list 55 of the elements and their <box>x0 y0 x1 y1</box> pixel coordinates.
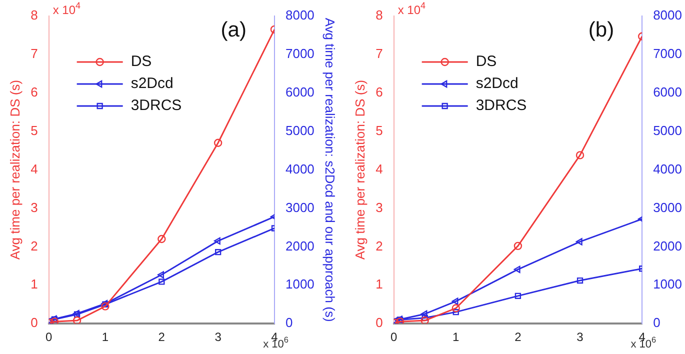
y-tick-label: 4 <box>30 161 38 176</box>
y2-tick-label: 5000 <box>653 122 682 138</box>
x-tick-label: 3 <box>576 330 584 344</box>
legend-label: 3DRCS <box>476 97 527 114</box>
y-tick-label: 3 <box>376 200 383 215</box>
y-tick-label: 5 <box>376 122 383 138</box>
x-tick-label: 1 <box>452 330 460 344</box>
x-tick-label: 2 <box>514 330 522 344</box>
y2-tick-label: 1000 <box>653 276 682 292</box>
y2-tick-label: 0 <box>653 315 660 330</box>
y-tick-label: 7 <box>376 46 383 62</box>
y2-tick-label: 0 <box>285 315 293 330</box>
y-tick-label: 0 <box>30 315 38 330</box>
y2-tick-label: 8000 <box>285 8 314 23</box>
x-tick-label: 2 <box>158 330 166 344</box>
x-tick-label: 0 <box>45 330 52 344</box>
legend-label: DS <box>476 53 497 70</box>
y-tick-label: 0 <box>376 315 383 330</box>
x-tick-label: 1 <box>102 330 109 344</box>
y2-tick-label: 4000 <box>285 161 314 176</box>
y-tick-label: 8 <box>30 8 38 23</box>
y-axis-title: Avg time per realization: DS (s) <box>352 80 368 260</box>
x-tick-label: 3 <box>214 330 222 344</box>
y-tick-label: 6 <box>30 84 38 100</box>
y-axis-title: Avg time per realization: DS (s) <box>7 80 22 260</box>
y2-tick-label: 2000 <box>285 238 314 254</box>
y-tick-label: 3 <box>30 200 38 215</box>
y2-tick-label: 7000 <box>653 46 682 62</box>
y-tick-label: 4 <box>376 161 383 176</box>
y2-axis-title: Avg time per realization: s2Dcd and our approach (s) <box>322 18 338 322</box>
y-tick-label: 5 <box>30 122 38 138</box>
y2-tick-label: 3000 <box>653 200 682 215</box>
y2-tick-label: 4000 <box>653 161 682 176</box>
y2-tick-label: 8000 <box>653 8 682 23</box>
y2-tick-label: 7000 <box>285 46 314 62</box>
legend-label: s2Dcd <box>476 75 518 92</box>
y2-tick-label: 2000 <box>653 238 682 254</box>
legend-label: s2Dcd <box>130 75 174 92</box>
y2-tick-label: 5000 <box>285 122 314 138</box>
x-tick-label: 0 <box>390 330 398 344</box>
legend-label: 3DRCS <box>130 97 182 114</box>
y2-tick-label: 1000 <box>285 276 314 292</box>
y-tick-label: 6 <box>376 84 383 100</box>
chart-title: (a) <box>220 18 246 42</box>
y-tick-label: 1 <box>30 276 38 292</box>
y-tick-label: 1 <box>376 276 383 292</box>
y-tick-label: 2 <box>376 238 383 254</box>
chart-title: (b) <box>588 18 614 42</box>
y-tick-label: 8 <box>376 8 383 23</box>
legend-label: DS <box>130 53 152 70</box>
y2-tick-label: 6000 <box>653 84 682 100</box>
y2-tick-label: 3000 <box>285 200 314 215</box>
y-tick-label: 7 <box>30 46 38 62</box>
y-tick-label: 2 <box>30 238 38 254</box>
y2-tick-label: 6000 <box>285 84 314 100</box>
